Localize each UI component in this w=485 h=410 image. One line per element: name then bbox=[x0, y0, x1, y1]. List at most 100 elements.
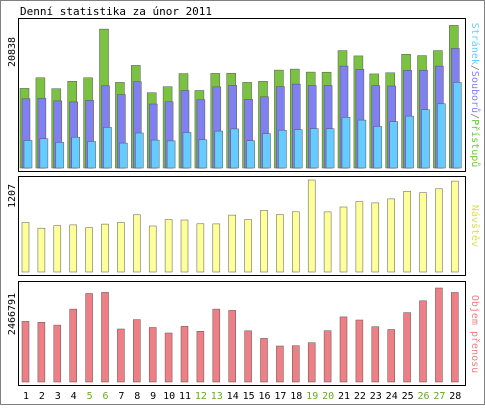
bar-bottom-Objem přenosu-day-14 bbox=[228, 310, 236, 383]
bar-bottom-Objem přenosu-day-8 bbox=[133, 319, 141, 383]
panel-top-ymax-label: 20838 bbox=[7, 37, 18, 67]
x-label-day-20: 20 bbox=[322, 391, 334, 402]
bar-middle-Návštěv-day-21 bbox=[339, 206, 348, 273]
bar-bottom-Objem přenosu-day-28 bbox=[451, 292, 459, 383]
bar-top-Stránek-day-11 bbox=[182, 132, 192, 169]
x-label-day-26: 26 bbox=[417, 391, 429, 402]
x-label-day-15: 15 bbox=[243, 391, 255, 402]
bar-top-Stránek-day-15 bbox=[246, 140, 255, 169]
bar-middle-Návštěv-day-6 bbox=[101, 223, 109, 273]
bar-bottom-Objem přenosu-day-25 bbox=[403, 312, 411, 383]
panel-middle-border bbox=[18, 176, 466, 276]
bar-bottom-Objem přenosu-day-3 bbox=[53, 324, 62, 383]
bar-top-Stránek-day-9 bbox=[150, 139, 160, 169]
bar-bottom-Objem přenosu-day-21 bbox=[339, 316, 348, 383]
x-label-day-18: 18 bbox=[290, 391, 302, 402]
bar-middle-Návštěv-day-7 bbox=[117, 222, 125, 273]
bar-top-Stránek-day-12 bbox=[198, 139, 208, 169]
bar-middle-Návštěv-day-20 bbox=[323, 211, 332, 273]
bar-top-Stránek-day-27 bbox=[437, 103, 446, 169]
x-label-day-21: 21 bbox=[338, 391, 350, 402]
bar-middle-Návštěv-day-22 bbox=[355, 201, 364, 273]
panel-visits: 1207 Návštěv bbox=[7, 176, 481, 276]
bar-middle-Návštěv-day-17 bbox=[276, 214, 284, 273]
bar-top-Stránek-day-5 bbox=[87, 141, 96, 169]
bar-bottom-Objem přenosu-day-22 bbox=[355, 319, 364, 383]
bar-bottom-Objem přenosu-day-19 bbox=[307, 342, 316, 383]
bar-middle-Návštěv-day-2 bbox=[37, 227, 46, 273]
panel-middle-bars bbox=[21, 179, 459, 273]
bar-top-Stránek-day-24 bbox=[389, 121, 398, 169]
x-label-day-28: 28 bbox=[449, 391, 461, 402]
bar-bottom-Objem přenosu-day-10 bbox=[164, 332, 173, 383]
bar-top-Stránek-day-19 bbox=[309, 128, 319, 169]
bar-bottom-Objem přenosu-day-15 bbox=[244, 330, 252, 383]
bar-middle-Návštěv-day-16 bbox=[260, 210, 268, 273]
x-label-day-10: 10 bbox=[163, 391, 175, 402]
x-label-day-27: 27 bbox=[433, 391, 445, 402]
panel-traffic: 2466791 Objem přenosu bbox=[7, 281, 481, 386]
panel-middle-ymax-label: 1207 bbox=[7, 184, 18, 208]
x-label-day-8: 8 bbox=[134, 391, 140, 402]
bar-middle-Návštěv-day-23 bbox=[371, 202, 380, 273]
bar-top-Stránek-day-16 bbox=[262, 133, 271, 169]
bar-bottom-Objem přenosu-day-26 bbox=[419, 300, 427, 383]
x-label-day-2: 2 bbox=[39, 391, 45, 402]
bar-middle-Návštěv-day-14 bbox=[228, 214, 236, 273]
bar-top-Stránek-day-20 bbox=[325, 128, 335, 169]
x-label-day-24: 24 bbox=[386, 391, 398, 402]
x-label-day-19: 19 bbox=[306, 391, 318, 402]
x-label-day-12: 12 bbox=[195, 391, 207, 402]
bar-bottom-Objem přenosu-day-20 bbox=[323, 330, 332, 383]
panel-bottom-border bbox=[18, 281, 466, 386]
bar-bottom-Objem přenosu-day-18 bbox=[292, 345, 300, 383]
bar-middle-Návštěv-day-12 bbox=[196, 223, 205, 273]
panel-hits-files-pages: 20838 Stránek/Souborů/Přístupů bbox=[7, 18, 481, 172]
bar-top-Stránek-day-22 bbox=[357, 119, 367, 169]
panel-top-side-label: Stránek/Souborů/Přístupů bbox=[469, 23, 481, 168]
bar-middle-Návštěv-day-13 bbox=[212, 223, 221, 273]
x-label-day-7: 7 bbox=[118, 391, 124, 402]
panel-bottom-side-label: Objem přenosu bbox=[469, 295, 481, 373]
x-label-day-3: 3 bbox=[55, 391, 61, 402]
x-label-day-4: 4 bbox=[71, 391, 77, 402]
x-label-day-23: 23 bbox=[370, 391, 382, 402]
x-label-day-9: 9 bbox=[150, 391, 156, 402]
bar-bottom-Objem přenosu-day-16 bbox=[260, 338, 268, 383]
bar-bottom-Objem přenosu-day-13 bbox=[212, 308, 221, 383]
bar-top-Stránek-day-8 bbox=[135, 132, 144, 169]
side-label-part-1: / bbox=[469, 65, 480, 71]
chart-title: Denní statistika za únor 2011 bbox=[20, 5, 212, 18]
x-label-day-16: 16 bbox=[258, 391, 270, 402]
bar-middle-Návštěv-day-1 bbox=[21, 222, 30, 273]
bar-middle-Návštěv-day-28 bbox=[451, 180, 459, 273]
bar-top-Stránek-day-2 bbox=[39, 138, 49, 169]
bar-middle-Návštěv-day-5 bbox=[85, 227, 93, 273]
bar-top-Stránek-day-25 bbox=[405, 115, 414, 169]
bar-middle-Návštěv-day-3 bbox=[53, 225, 62, 273]
bar-bottom-Objem přenosu-day-6 bbox=[101, 292, 109, 383]
bar-top-Stránek-day-23 bbox=[373, 126, 383, 169]
bar-top-Stránek-day-6 bbox=[103, 127, 112, 169]
bar-middle-Návštěv-day-27 bbox=[435, 188, 443, 273]
bar-top-Stránek-day-13 bbox=[214, 130, 224, 169]
panel-middle-side-label: Návštěv bbox=[469, 205, 481, 247]
x-label-day-22: 22 bbox=[354, 391, 366, 402]
bar-top-Stránek-day-28 bbox=[453, 82, 462, 169]
panel-top-bars bbox=[19, 25, 462, 169]
x-label-day-1: 1 bbox=[23, 391, 29, 402]
bar-bottom-Objem přenosu-day-4 bbox=[69, 308, 77, 383]
bar-middle-Návštěv-day-24 bbox=[387, 198, 395, 273]
bar-middle-Návštěv-day-9 bbox=[148, 225, 157, 273]
bar-middle-Návštěv-day-15 bbox=[244, 219, 252, 273]
bar-bottom-Objem přenosu-day-17 bbox=[276, 345, 284, 383]
panel-top-border bbox=[18, 18, 466, 172]
bar-top-Stránek-day-21 bbox=[341, 117, 351, 169]
side-label-part-4: Přístupů bbox=[469, 119, 481, 167]
x-label-day-5: 5 bbox=[87, 391, 93, 402]
side-label-part-0: Stránek bbox=[469, 23, 481, 65]
bar-top-Stránek-day-7 bbox=[119, 142, 128, 169]
bar-bottom-Objem přenosu-day-2 bbox=[37, 322, 46, 383]
bar-top-Stránek-day-17 bbox=[278, 129, 287, 169]
